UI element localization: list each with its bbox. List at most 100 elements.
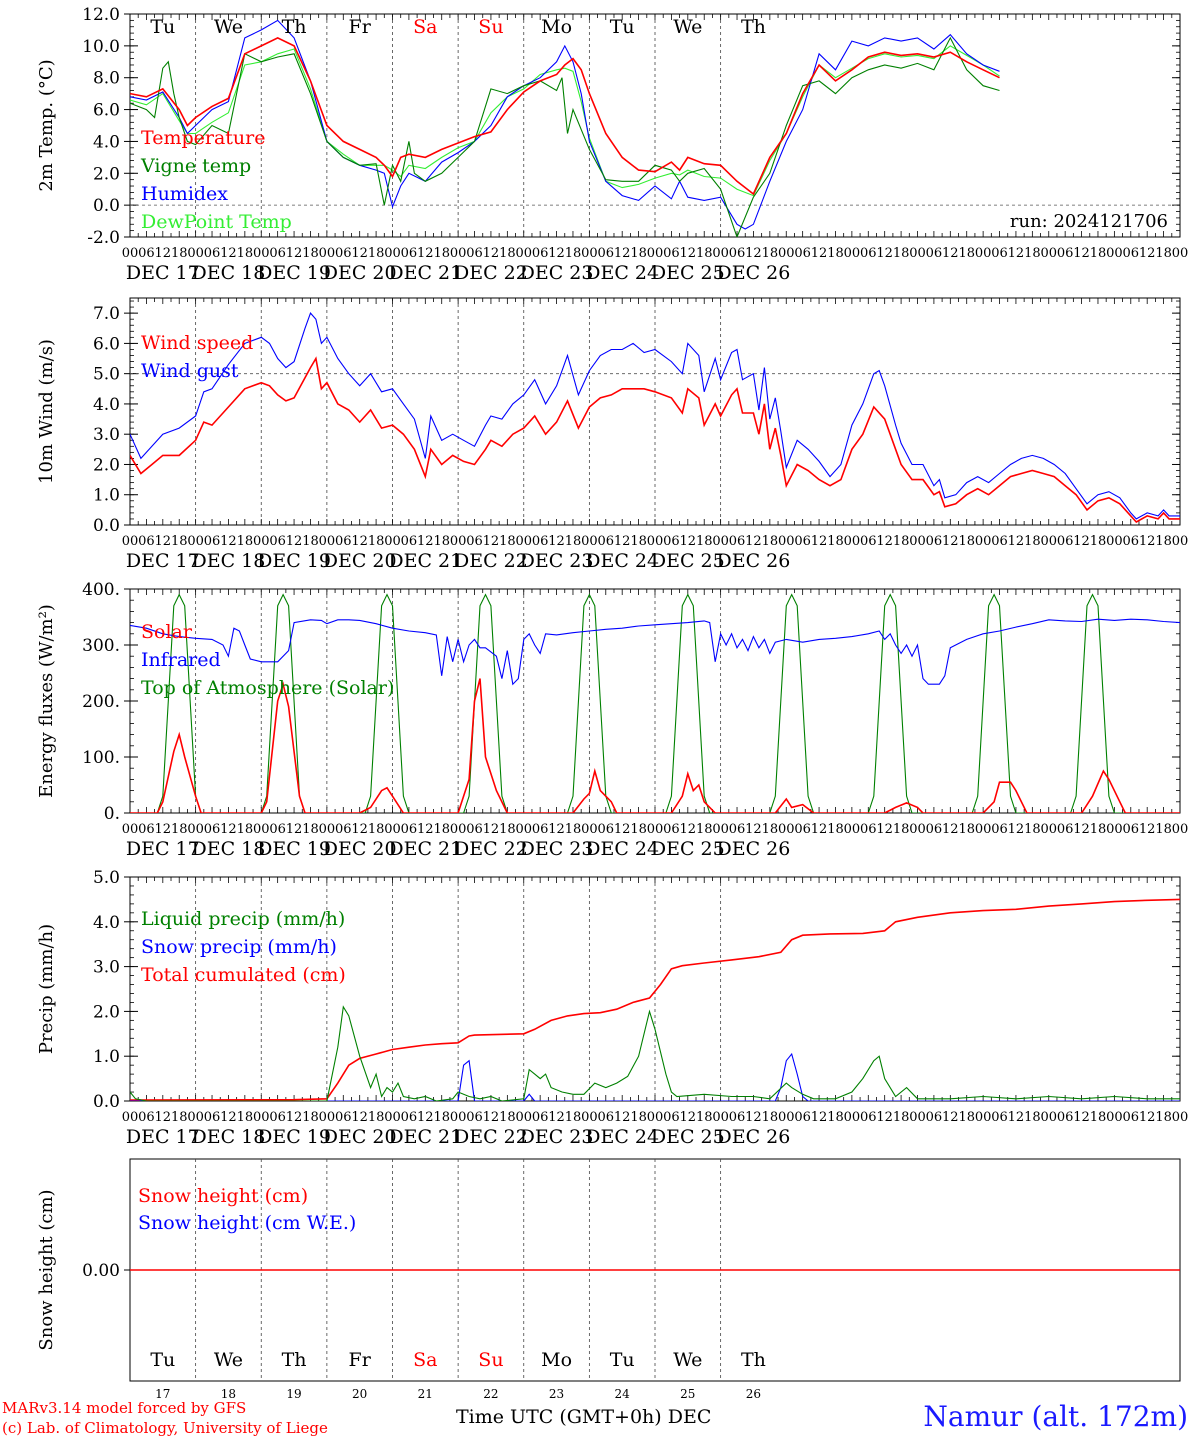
hour-tick-label: 12 [286,822,303,837]
y-axis-label: Snow height (cm) [36,1189,57,1350]
hour-tick-label: 06 [794,246,811,261]
hour-tick-label: 12 [548,1110,565,1125]
day-name-label: Mo [541,1349,572,1371]
hour-tick-label: 06 [466,534,483,549]
hour-tick-label: 06 [663,534,680,549]
day-number-label: 23 [549,1387,564,1401]
hour-tick-label: 18 [630,534,647,549]
day-name-label: Tu [150,16,175,38]
date-label: DEC 19 [257,838,331,860]
hour-tick-label: 12 [155,822,172,837]
hour-tick-label: 12 [614,1110,631,1125]
hour-tick-label: 12 [745,822,762,837]
panel-temperature: -2.0 0.0 2.0 4.0 6.0 8.0 10.0 12.0 2m Temp. (°C)… [36,5,1188,284]
hour-tick-label: 06 [1057,246,1074,261]
y-tick-label: 0.0 [93,516,120,536]
date-label: DEC 24 [585,550,659,572]
day-name-label: Su [478,16,503,38]
hour-tick-label: 12 [286,1110,303,1125]
date-label: DEC 24 [585,1126,659,1148]
hour-tick-label: 00 [1172,1110,1189,1125]
date-label: DEC 18 [192,838,266,860]
hour-tick-label: 00 [1106,822,1123,837]
date-label: DEC 20 [323,838,397,860]
hour-tick-label: 06 [991,1110,1008,1125]
hour-tick-label: 00 [844,534,861,549]
date-label: DEC 26 [717,262,791,284]
hour-tick-label: 12 [1008,246,1025,261]
hour-tick-label: 18 [762,534,779,549]
hour-tick-label: 06 [991,534,1008,549]
hour-tick-label: 00 [975,822,992,837]
y-axis-label: Precip (mm/h) [36,924,57,1054]
date-label: DEC 23 [520,262,594,284]
hour-tick-label: 18 [368,1110,385,1125]
day-number-label: 20 [352,1387,367,1401]
hour-tick-label: 12 [876,534,893,549]
y-tick-label: 0. [104,804,120,824]
hour-tick-label: 18 [893,822,910,837]
day-number-label: 25 [680,1387,695,1401]
series-line-temperature [130,37,1000,196]
y-tick-label: 6.0 [93,101,120,121]
legend-entry: Temperature [141,127,265,149]
time-axis-title: Time UTC (GMT+0h) DEC [456,1406,712,1428]
hour-tick-label: 00 [909,1110,926,1125]
hour-tick-label: 06 [729,822,746,837]
hour-tick-label: 12 [417,534,434,549]
date-label: DEC 26 [717,550,791,572]
y-tick-label: 10.0 [82,37,120,57]
hour-tick-label: 18 [696,534,713,549]
hour-tick-label: 18 [958,822,975,837]
hour-tick-label: 18 [630,1110,647,1125]
hour-tick-label: 00 [515,246,532,261]
hour-tick-label: 00 [187,246,204,261]
hour-tick-label: 12 [811,1110,828,1125]
hour-tick-label: 06 [663,246,680,261]
y-axis-label: 2m Temp. (°C) [36,59,57,191]
hour-tick-label: 00 [319,534,336,549]
hour-tick-label: 06 [794,1110,811,1125]
hour-tick-label: 06 [1057,1110,1074,1125]
series-line-wind-gust [130,312,1180,520]
date-label: DEC 25 [651,550,725,572]
hour-tick-label: 00 [384,534,401,549]
hour-tick-label: 06 [401,534,418,549]
series-line-dewpoint-temp [130,45,1000,197]
date-label: DEC 20 [323,550,397,572]
hour-tick-label: 06 [532,822,549,837]
hour-tick-label: 18 [237,246,254,261]
hour-tick-label: 06 [598,822,615,837]
hour-tick-label: 18 [827,246,844,261]
hour-tick-label: 12 [1008,1110,1025,1125]
hour-tick-label: 18 [368,246,385,261]
hour-tick-label: 18 [171,534,188,549]
y-tick-label: 2.0 [93,164,120,184]
hour-tick-label: 00 [384,246,401,261]
date-label: DEC 17 [126,262,200,284]
hour-tick-label: 06 [401,822,418,837]
hour-tick-label: 00 [975,534,992,549]
hour-tick-label: 12 [876,1110,893,1125]
date-label: DEC 21 [388,838,462,860]
panel-snow: 0.00 Snow height (cm) Snow height (cm) Snow… [36,1158,1181,1401]
hour-tick-label: 06 [729,246,746,261]
hour-tick-label: 18 [302,246,319,261]
hour-tick-label: 12 [1139,1110,1156,1125]
hour-tick-label: 12 [745,534,762,549]
hour-tick-label: 18 [565,534,582,549]
hour-tick-label: 06 [401,1110,418,1125]
hour-tick-label: 00 [581,246,598,261]
y-axis-label: Energy fluxes (W/m²) [36,604,57,798]
date-label: DEC 21 [388,550,462,572]
hour-tick-label: 12 [811,534,828,549]
hour-tick-label: 12 [483,1110,500,1125]
hour-tick-label: 00 [909,822,926,837]
date-label: DEC 18 [192,550,266,572]
date-label: DEC 17 [126,838,200,860]
day-number-label: 22 [483,1387,498,1401]
day-name-label: Su [478,1349,503,1371]
hour-tick-label: 18 [368,822,385,837]
hour-tick-label: 06 [729,1110,746,1125]
hour-tick-label: 18 [630,822,647,837]
